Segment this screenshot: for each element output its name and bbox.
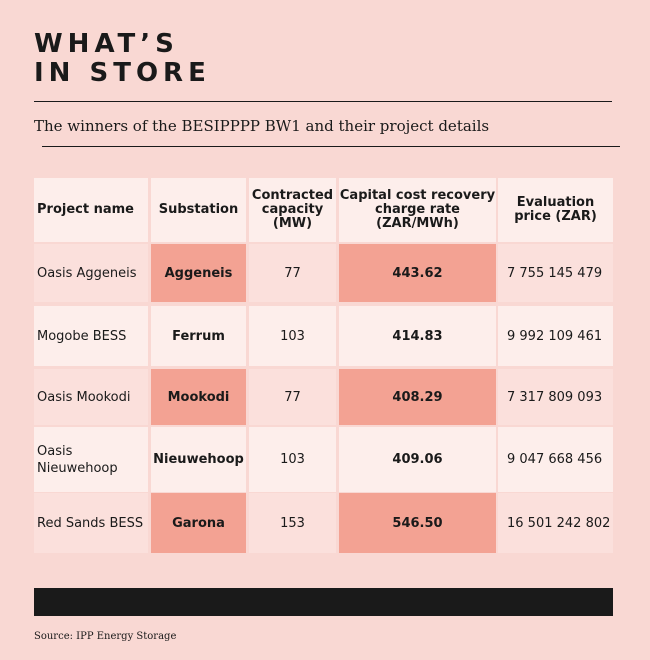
cell-price: 9 992 109 461	[498, 306, 613, 366]
cell-project: Red Sands BESS	[34, 493, 148, 553]
cell-project: Mogobe BESS	[34, 306, 148, 366]
cell-capacity: 153	[249, 493, 336, 553]
header-capacity: Contracted capacity (MW)	[249, 178, 336, 242]
cell-substation: Mookodi	[151, 369, 246, 425]
header-substation: Substation	[151, 178, 246, 242]
header-price: Evaluation price (ZAR)	[498, 178, 613, 242]
cell-rate: 414.83	[339, 306, 496, 366]
cell-rate: 546.50	[339, 493, 496, 553]
title-line-1: WHAT’S	[34, 29, 179, 59]
cell-substation: Ferrum	[151, 306, 246, 366]
subtitle: The winners of the BESIPPPP BW1 and thei…	[34, 117, 490, 135]
cell-project: Oasis Mookodi	[34, 369, 148, 425]
cell-project: Oasis Aggeneis	[34, 244, 148, 302]
cell-price: 7 317 809 093	[498, 369, 613, 425]
cell-capacity: 77	[249, 244, 336, 302]
cell-rate: 409.06	[339, 427, 496, 492]
page-title: WHAT’S IN STORE	[34, 30, 211, 88]
footer-bar	[34, 588, 613, 616]
title-line-2: IN STORE	[34, 58, 211, 88]
cell-capacity: 103	[249, 427, 336, 492]
cell-price: 9 047 668 456	[498, 427, 613, 492]
cell-rate: 443.62	[339, 244, 496, 302]
header-project-name: Project name	[34, 178, 148, 242]
header-rate: Capital cost recovery charge rate (ZAR/M…	[339, 178, 496, 242]
cell-price: 16 501 242 802	[498, 493, 613, 553]
cell-substation: Nieuwehoop	[151, 427, 246, 492]
subtitle-divider	[42, 146, 620, 147]
source-note: Source: IPP Energy Storage	[34, 631, 177, 642]
top-divider	[34, 101, 612, 102]
cell-price: 7 755 145 479	[498, 244, 613, 302]
cell-capacity: 103	[249, 306, 336, 366]
cell-rate: 408.29	[339, 369, 496, 425]
cell-project: Oasis Nieuwehoop	[34, 427, 148, 492]
cell-substation: Aggeneis	[151, 244, 246, 302]
cell-capacity: 77	[249, 369, 336, 425]
cell-substation: Garona	[151, 493, 246, 553]
